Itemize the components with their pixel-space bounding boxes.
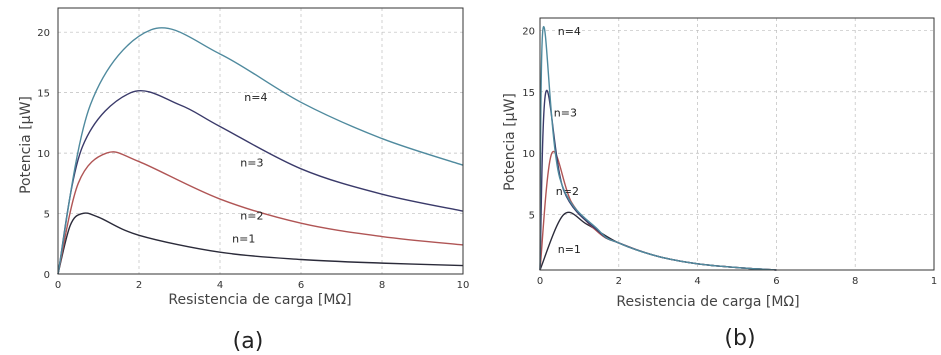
- plot-frame: [539, 17, 935, 271]
- chart-panel-a: (a) Resistencia de carga [MΩ] Potencia […: [18, 7, 470, 354]
- y-tick-label: 15: [37, 89, 50, 100]
- y-axis-label-b: Potencia [μW]: [502, 93, 518, 191]
- series-line-n2: [57, 151, 464, 275]
- x-tick-label: 2: [136, 280, 142, 291]
- y-tick-label: 5: [529, 211, 535, 222]
- y-tick-label: 10: [522, 149, 535, 160]
- y-tick-label: 10: [37, 149, 50, 160]
- series-line-n1: [539, 211, 777, 271]
- x-tick-label: 6: [298, 280, 304, 291]
- x-tick-label: 6: [773, 276, 779, 287]
- x-tick-label: 8: [379, 280, 385, 291]
- y-tick-label: 15: [522, 88, 535, 99]
- series-label-n2: n=2: [240, 210, 263, 223]
- x-tick-label: 4: [217, 280, 223, 291]
- x-tick-label: 4: [694, 276, 700, 287]
- series-label-n3: n=3: [554, 106, 577, 119]
- chart-panel-b: (b) Resistencia de carga [MΩ] Potencia […: [502, 17, 937, 351]
- series-label-n1: n=1: [558, 243, 581, 256]
- x-tick-label: 2: [616, 276, 622, 287]
- y-tick-label: 20: [522, 26, 535, 37]
- x-tick-label: 10: [457, 280, 470, 291]
- x-axis-label-b: Resistencia de carga [MΩ]: [616, 294, 799, 310]
- x-tick-label: 1: [931, 276, 937, 287]
- series-label-n1: n=1: [232, 233, 255, 246]
- panel-label-b: (b): [724, 326, 755, 351]
- series-line-n1: [57, 212, 464, 275]
- series-line-n4: [539, 26, 777, 271]
- y-axis-label-a: Potencia [μW]: [18, 96, 34, 194]
- series-line-n4: [57, 27, 464, 275]
- series-label-n2: n=2: [556, 185, 579, 198]
- series-label-n4: n=4: [558, 25, 581, 38]
- x-tick-label: 0: [55, 280, 61, 291]
- plot-frame: [57, 7, 464, 275]
- y-tick-label: 5: [44, 210, 50, 221]
- y-tick-label: 0: [44, 270, 50, 281]
- y-tick-label: 20: [37, 28, 50, 39]
- series-label-n4: n=4: [244, 91, 267, 104]
- series-label-n3: n=3: [240, 156, 263, 169]
- x-axis-label-a: Resistencia de carga [MΩ]: [168, 292, 351, 308]
- series-line-n3: [57, 90, 464, 275]
- x-tick-label: 8: [852, 276, 858, 287]
- panel-label-a: (a): [233, 329, 264, 354]
- x-tick-label: 0: [537, 276, 543, 287]
